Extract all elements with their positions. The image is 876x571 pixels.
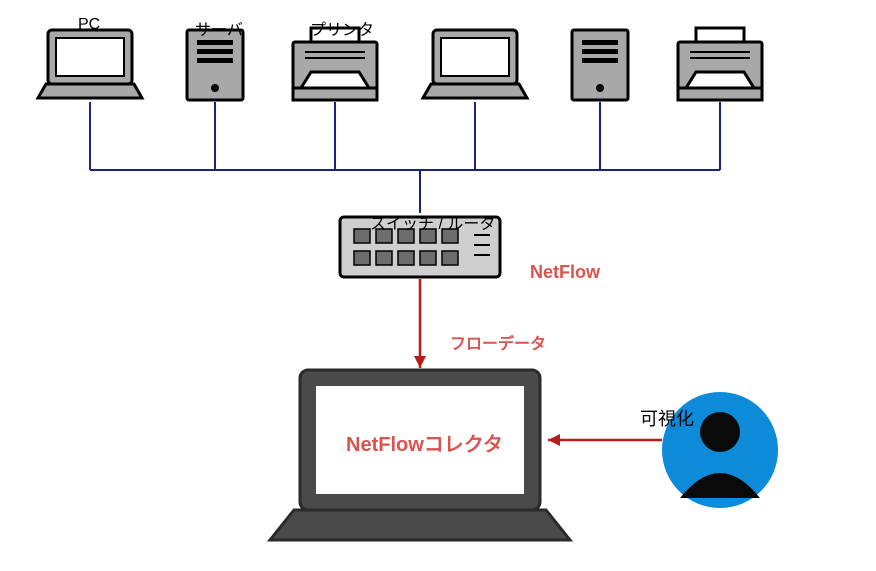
network-diagram [0, 0, 876, 571]
pc-label: PC [78, 16, 100, 34]
server-label: サーバ [195, 16, 243, 40]
visualization-label: 可視化 [640, 405, 694, 431]
netflow-label: NetFlow [530, 262, 600, 283]
flow-data-label: フローデータ [450, 330, 546, 354]
switch-router-label: スイッチ / ルータ [370, 210, 495, 234]
printer-label: プリンタ [310, 16, 374, 40]
collector-label: NetFlowコレクタ [346, 428, 503, 457]
